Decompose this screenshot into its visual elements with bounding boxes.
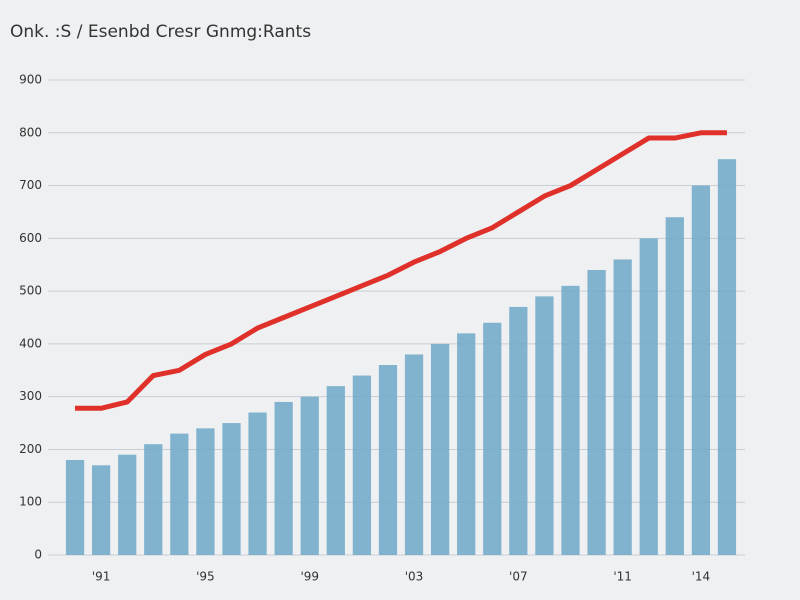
- bar: [691, 185, 711, 556]
- x-tick-label: '99: [300, 570, 319, 584]
- bar: [378, 365, 398, 555]
- y-tick-label: 0: [34, 548, 42, 562]
- x-tick-label: '07: [509, 570, 528, 584]
- bar: [717, 159, 737, 555]
- bar: [639, 238, 658, 556]
- bar: [665, 217, 684, 555]
- bar: [91, 465, 111, 555]
- bar: [144, 444, 163, 555]
- bar: [170, 433, 189, 555]
- bar: [483, 322, 502, 555]
- bar: [561, 285, 580, 555]
- y-tick-label: 700: [19, 178, 42, 192]
- line: [75, 130, 727, 411]
- bar: [118, 454, 137, 555]
- bar: [430, 343, 450, 555]
- chart-title: Onk. :S / Esenbd Cresr Gnmg:Rants: [10, 22, 311, 42]
- x-tick-label: '14: [692, 570, 711, 584]
- x-tick-label: '11: [613, 570, 632, 584]
- bar: [352, 375, 372, 555]
- bar: [535, 296, 554, 555]
- y-tick-label: 800: [19, 125, 42, 139]
- y-tick-label: 500: [19, 284, 42, 298]
- y-tick-label: 200: [19, 442, 42, 456]
- bar: [274, 401, 293, 555]
- x-tick-label: '95: [196, 570, 215, 584]
- x-tick-label: '03: [405, 570, 424, 584]
- y-tick-label: 400: [19, 336, 42, 350]
- y-tick-label: 100: [19, 495, 42, 509]
- bar: [300, 396, 319, 555]
- bar: [65, 460, 85, 555]
- bar: [326, 386, 345, 555]
- y-tick-label: 600: [19, 231, 42, 245]
- bar: [248, 412, 267, 555]
- bar: [457, 333, 476, 555]
- bar: [222, 423, 241, 555]
- bar: [509, 306, 528, 555]
- bar: [613, 259, 632, 555]
- x-tick-label: '91: [92, 570, 111, 584]
- bar: [404, 354, 424, 555]
- y-tick-label: 900: [19, 73, 42, 87]
- bar: [196, 428, 215, 555]
- y-tick-label: 300: [19, 389, 42, 403]
- bar: [587, 270, 606, 555]
